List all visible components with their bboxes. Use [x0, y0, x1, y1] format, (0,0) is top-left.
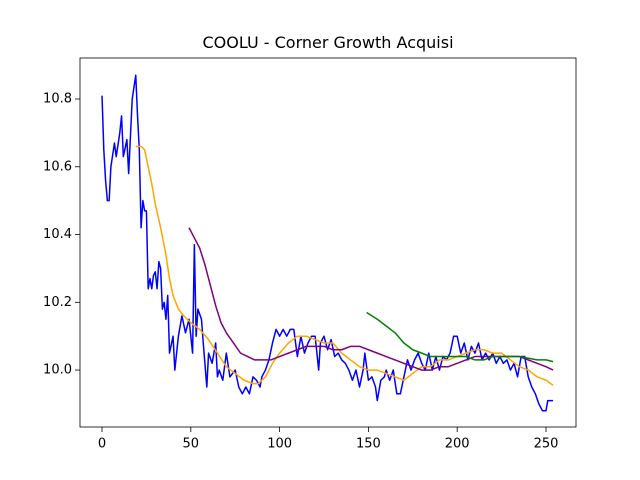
line-series — [101, 74, 554, 412]
y-tick-label: 10.0 — [43, 363, 72, 378]
plot-frame — [79, 57, 577, 428]
line-series — [188, 227, 554, 371]
y-tick-label: 10.6 — [43, 159, 72, 174]
y-tick-label: 10.8 — [43, 92, 72, 107]
x-tick-label: 200 — [445, 437, 470, 452]
y-tick-label: 10.2 — [43, 295, 72, 310]
chart-title: COOLU - Corner Growth Acquisi — [202, 33, 453, 52]
x-tick-label: 50 — [183, 437, 200, 452]
line-series — [135, 145, 554, 386]
x-tick-label: 150 — [356, 437, 381, 452]
x-tick-label: 0 — [98, 437, 106, 452]
x-tick-label: 100 — [267, 437, 292, 452]
line-series — [366, 311, 554, 363]
x-tick-label: 250 — [534, 437, 559, 452]
y-tick-label: 10.4 — [43, 227, 72, 242]
